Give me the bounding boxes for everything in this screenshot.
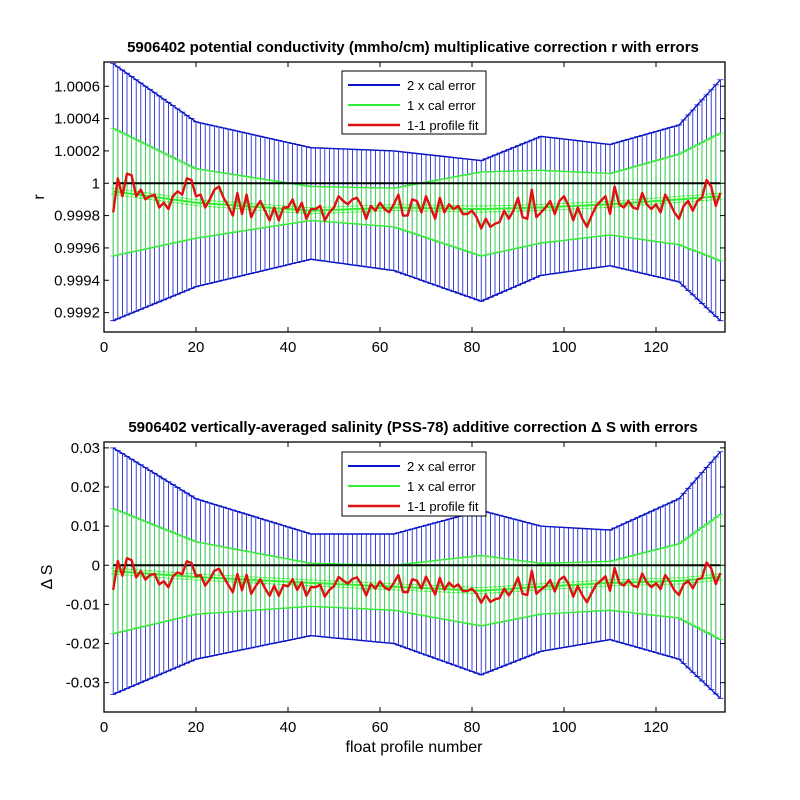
conductivity-y-tick-label: 1.0006 — [54, 78, 100, 95]
salinity-y-tick-label: 0.03 — [71, 440, 100, 457]
salinity-y-tick-label: 0.02 — [71, 479, 100, 496]
salinity-legend-label-1x: 1 x cal error — [407, 479, 476, 494]
salinity-profile-fit-line — [112, 557, 722, 604]
salinity-2x-envelope-upper — [112, 447, 721, 535]
salinity-x-tick-label: 100 — [551, 719, 576, 736]
salinity-plot-area — [110, 447, 724, 699]
conductivity-legend-box — [341, 70, 487, 135]
conductivity-2x-envelope-lower — [112, 258, 721, 322]
conductivity-x-tick-label: 80 — [464, 339, 481, 356]
salinity-legend-label-2x: 2 x cal error — [407, 459, 476, 474]
salinity-x-tick-label: 40 — [280, 719, 297, 736]
conductivity-y-tick-label: 0.9996 — [54, 240, 100, 257]
conductivity-y-tick-label: 0.9998 — [54, 208, 100, 225]
salinity-x-axis-label: float profile number — [346, 739, 484, 756]
conductivity-x-tick-label: 0 — [100, 339, 108, 356]
salinity-x-tick-label: 60 — [372, 719, 389, 736]
conductivity-1x-envelope-lower — [113, 219, 721, 262]
salinity-chart-title: 5906402 vertically-averaged salinity (PS… — [128, 419, 697, 436]
conductivity-legend-label-2x: 2 x cal error — [407, 78, 476, 93]
salinity-x-tick-label: 120 — [643, 719, 668, 736]
conductivity-legend-label-fit: 1-1 profile fit — [407, 118, 479, 133]
conductivity-x-tick-label: 40 — [280, 339, 297, 356]
conductivity-x-tick-label: 60 — [372, 339, 389, 356]
salinity-1x-envelope-upper — [112, 507, 721, 567]
salinity-x-tick-label: 20 — [188, 719, 205, 736]
salinity-ticks: 0 20 40 60 80 100 120 -0.03 -0.02 -0.01 0 0.01 0.02 0… — [66, 440, 725, 736]
conductivity-x-tick-label: 120 — [643, 339, 668, 356]
salinity-y-tick-label: -0.03 — [66, 675, 100, 692]
conductivity-legend: 2 x cal error 1 x cal error 1-1 profile … — [341, 70, 487, 135]
salinity-legend-label-fit: 1-1 profile fit — [407, 499, 479, 514]
conductivity-ticks: 0 20 40 60 80 100 120 0.9992 0.9994 0.9996 0.9998 1… — [54, 62, 725, 356]
salinity-2x-envelope-lower — [112, 634, 721, 699]
salinity-1x-envelope-lower — [113, 605, 721, 641]
salinity-axes-frame — [103, 441, 726, 713]
conductivity-legend-label-1x: 1 x cal error — [407, 98, 476, 113]
conductivity-y-tick-label: 1.0002 — [54, 143, 100, 160]
conductivity-correction-panel: 5906402 potential conductivity (mmho/cm)… — [31, 39, 726, 356]
conductivity-profile-fit-line — [112, 172, 722, 230]
conductivity-y-tick-label: 1.0004 — [54, 111, 100, 128]
conductivity-y-tick-label: 1 — [92, 175, 100, 192]
conductivity-y-tick-label: 0.9992 — [54, 305, 100, 322]
conductivity-x-tick-label: 100 — [551, 339, 576, 356]
salinity-correction-panel: 5906402 vertically-averaged salinity (PS… — [39, 419, 726, 756]
conductivity-y-axis-label: r — [31, 194, 48, 200]
conductivity-2x-envelope-upper — [112, 63, 721, 162]
salinity-y-tick-label: -0.02 — [66, 636, 100, 653]
salinity-y-tick-label: -0.01 — [66, 596, 100, 613]
salinity-y-tick-label: 0 — [92, 557, 100, 574]
salinity-y-tick-label: 0.01 — [71, 518, 100, 535]
conductivity-plot-area — [110, 63, 724, 322]
conductivity-y-tick-label: 0.9994 — [54, 272, 100, 289]
conductivity-chart-title: 5906402 potential conductivity (mmho/cm)… — [127, 39, 699, 56]
conductivity-axes-frame — [103, 61, 726, 333]
salinity-x-tick-label: 80 — [464, 719, 481, 736]
salinity-y-axis-label: Δ S — [39, 565, 56, 590]
conductivity-x-tick-label: 20 — [188, 339, 205, 356]
salinity-x-tick-label: 0 — [100, 719, 108, 736]
salinity-legend: 2 x cal error 1 x cal error 1-1 profile … — [341, 451, 487, 517]
